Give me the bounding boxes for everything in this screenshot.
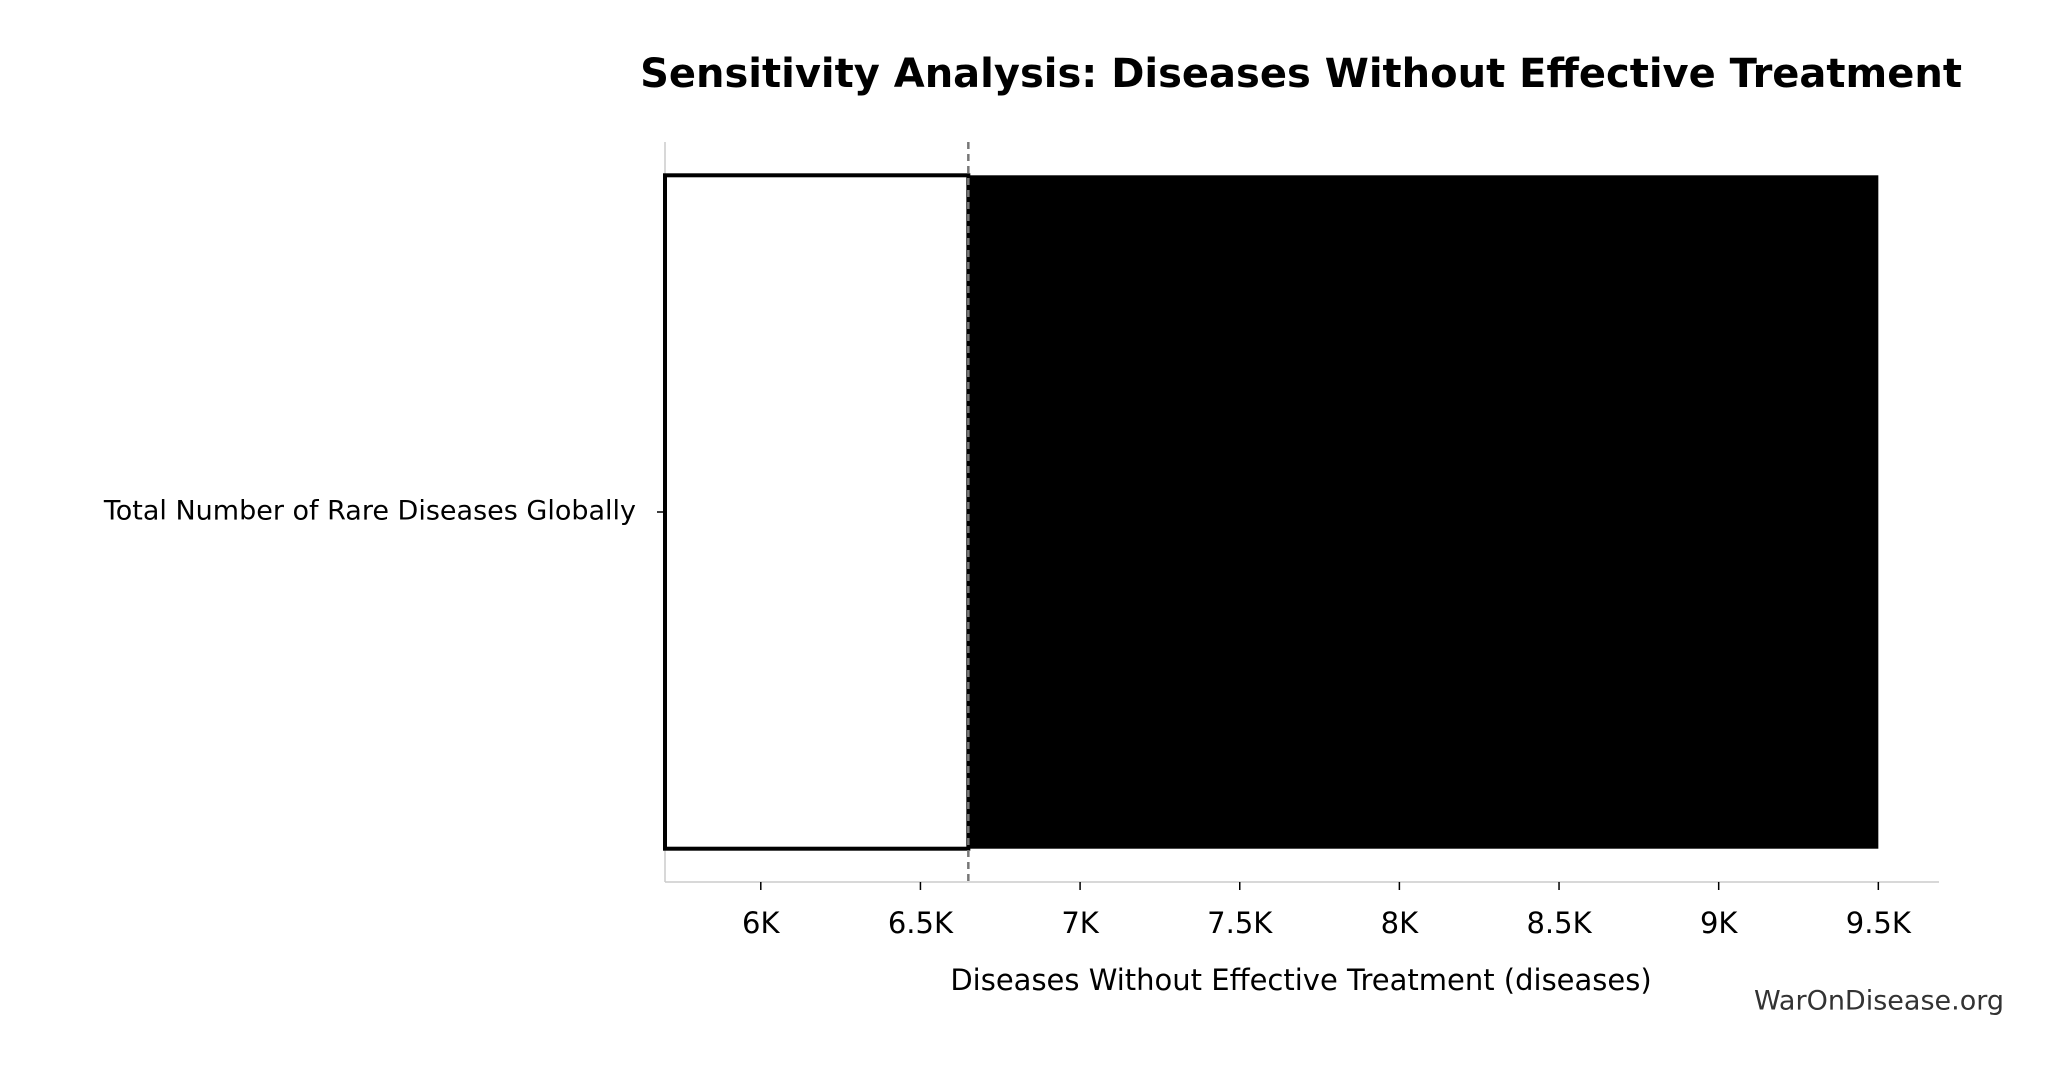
watermark: WarOnDisease.org [1754, 986, 2004, 1017]
high-bar [968, 175, 1879, 849]
x-tick-label: 8.5K [1526, 906, 1592, 940]
x-tick-label: 7.5K [1207, 906, 1273, 940]
x-tick-label: 9K [1700, 906, 1738, 940]
x-tick-label: 6.5K [888, 906, 954, 940]
x-tick-label: 9.5K [1846, 906, 1912, 940]
x-tick-label: 7K [1061, 906, 1099, 940]
low-bar [663, 173, 971, 851]
chart-title: Sensitivity Analysis: Diseases Without E… [640, 51, 1962, 97]
y-tick-label: Total Number of Rare Diseases Globally [103, 496, 636, 527]
x-tick-label: 8K [1381, 906, 1419, 940]
x-tick-label: 6K [742, 906, 780, 940]
x-axis-label: Diseases Without Effective Treatment (di… [950, 963, 1651, 997]
